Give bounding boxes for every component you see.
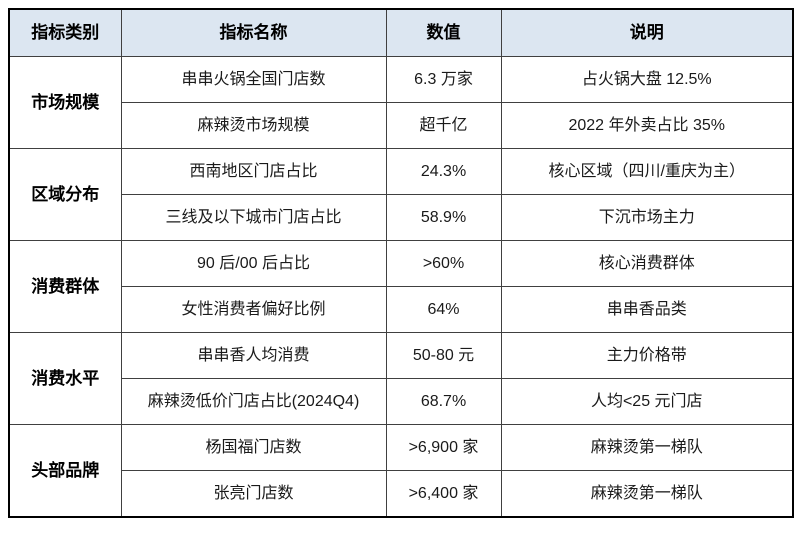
note-cell: 人均<25 元门店 [500, 378, 794, 425]
note-cell: 下沉市场主力 [500, 194, 794, 241]
value-cell: 6.3 万家 [385, 56, 502, 103]
value-cell: 24.3% [385, 148, 502, 195]
note-cell: 串串香品类 [500, 286, 794, 333]
value-cell: >6,400 家 [385, 470, 502, 518]
indicator-name-cell: 90 后/00 后占比 [120, 240, 387, 287]
indicator-name-cell: 串串火锅全国门店数 [120, 56, 387, 103]
indicator-name-cell: 麻辣烫低价门店占比(2024Q4) [120, 378, 387, 425]
note-cell: 麻辣烫第一梯队 [500, 424, 794, 471]
table-row: 消费群体 90 后/00 后占比 >60% 核心消费群体 [8, 240, 794, 333]
table-row: 区域分布 西南地区门店占比 24.3% 核心区域（四川/重庆为主） [8, 148, 794, 241]
note-cell: 核心消费群体 [500, 240, 794, 287]
note-cell: 占火锅大盘 12.5% [500, 56, 794, 103]
note-cell: 主力价格带 [500, 332, 794, 379]
category-cell: 消费群体 [8, 240, 122, 333]
category-cell: 市场规模 [8, 56, 122, 149]
value-cell: 64% [385, 286, 502, 333]
table-row: 消费水平 串串香人均消费 50-80 元 主力价格带 [8, 332, 794, 425]
table-row: 麻辣烫市场规模 超千亿 2022 年外卖占比 35% [9, 102, 794, 149]
indicator-name-cell: 麻辣烫市场规模 [120, 102, 387, 149]
header-cell-note: 说明 [500, 8, 794, 57]
table-row: 头部品牌 杨国福门店数 >6,900 家 麻辣烫第一梯队 [8, 424, 794, 518]
value-cell: 50-80 元 [385, 332, 502, 379]
category-cell: 头部品牌 [8, 424, 122, 518]
indicator-name-cell: 西南地区门店占比 [120, 148, 387, 195]
note-cell: 核心区域（四川/重庆为主） [500, 148, 794, 195]
header-cell-category: 指标类别 [8, 8, 122, 57]
value-cell: >60% [385, 240, 502, 287]
indicator-name-cell: 三线及以下城市门店占比 [120, 194, 387, 241]
table-row: 市场规模 串串火锅全国门店数 6.3 万家 占火锅大盘 12.5% [8, 56, 794, 149]
note-cell: 麻辣烫第一梯队 [500, 470, 794, 518]
market-stats-table: 指标类别 指标名称 数值 说明 市场规模 串串火锅全国门店数 6.3 万家 占火… [8, 8, 794, 518]
table-row: 麻辣烫低价门店占比(2024Q4) 68.7% 人均<25 元门店 [9, 378, 794, 425]
header-cell-value: 数值 [385, 8, 502, 57]
indicator-name-cell: 女性消费者偏好比例 [120, 286, 387, 333]
value-cell: 58.9% [385, 194, 502, 241]
category-cell: 区域分布 [8, 148, 122, 241]
category-cell: 消费水平 [8, 332, 122, 425]
value-cell: 超千亿 [385, 102, 502, 149]
value-cell: >6,900 家 [385, 424, 502, 471]
header-row: 指标类别 指标名称 数值 说明 [8, 8, 794, 57]
header-cell-indicator: 指标名称 [120, 8, 387, 57]
indicator-name-cell: 张亮门店数 [120, 470, 387, 518]
table-row: 三线及以下城市门店占比 58.9% 下沉市场主力 [9, 194, 794, 241]
indicator-name-cell: 串串香人均消费 [120, 332, 387, 379]
table-row: 女性消费者偏好比例 64% 串串香品类 [9, 286, 794, 333]
value-cell: 68.7% [385, 378, 502, 425]
table-row: 张亮门店数 >6,400 家 麻辣烫第一梯队 [9, 470, 794, 518]
note-cell: 2022 年外卖占比 35% [500, 102, 794, 149]
indicator-name-cell: 杨国福门店数 [120, 424, 387, 471]
